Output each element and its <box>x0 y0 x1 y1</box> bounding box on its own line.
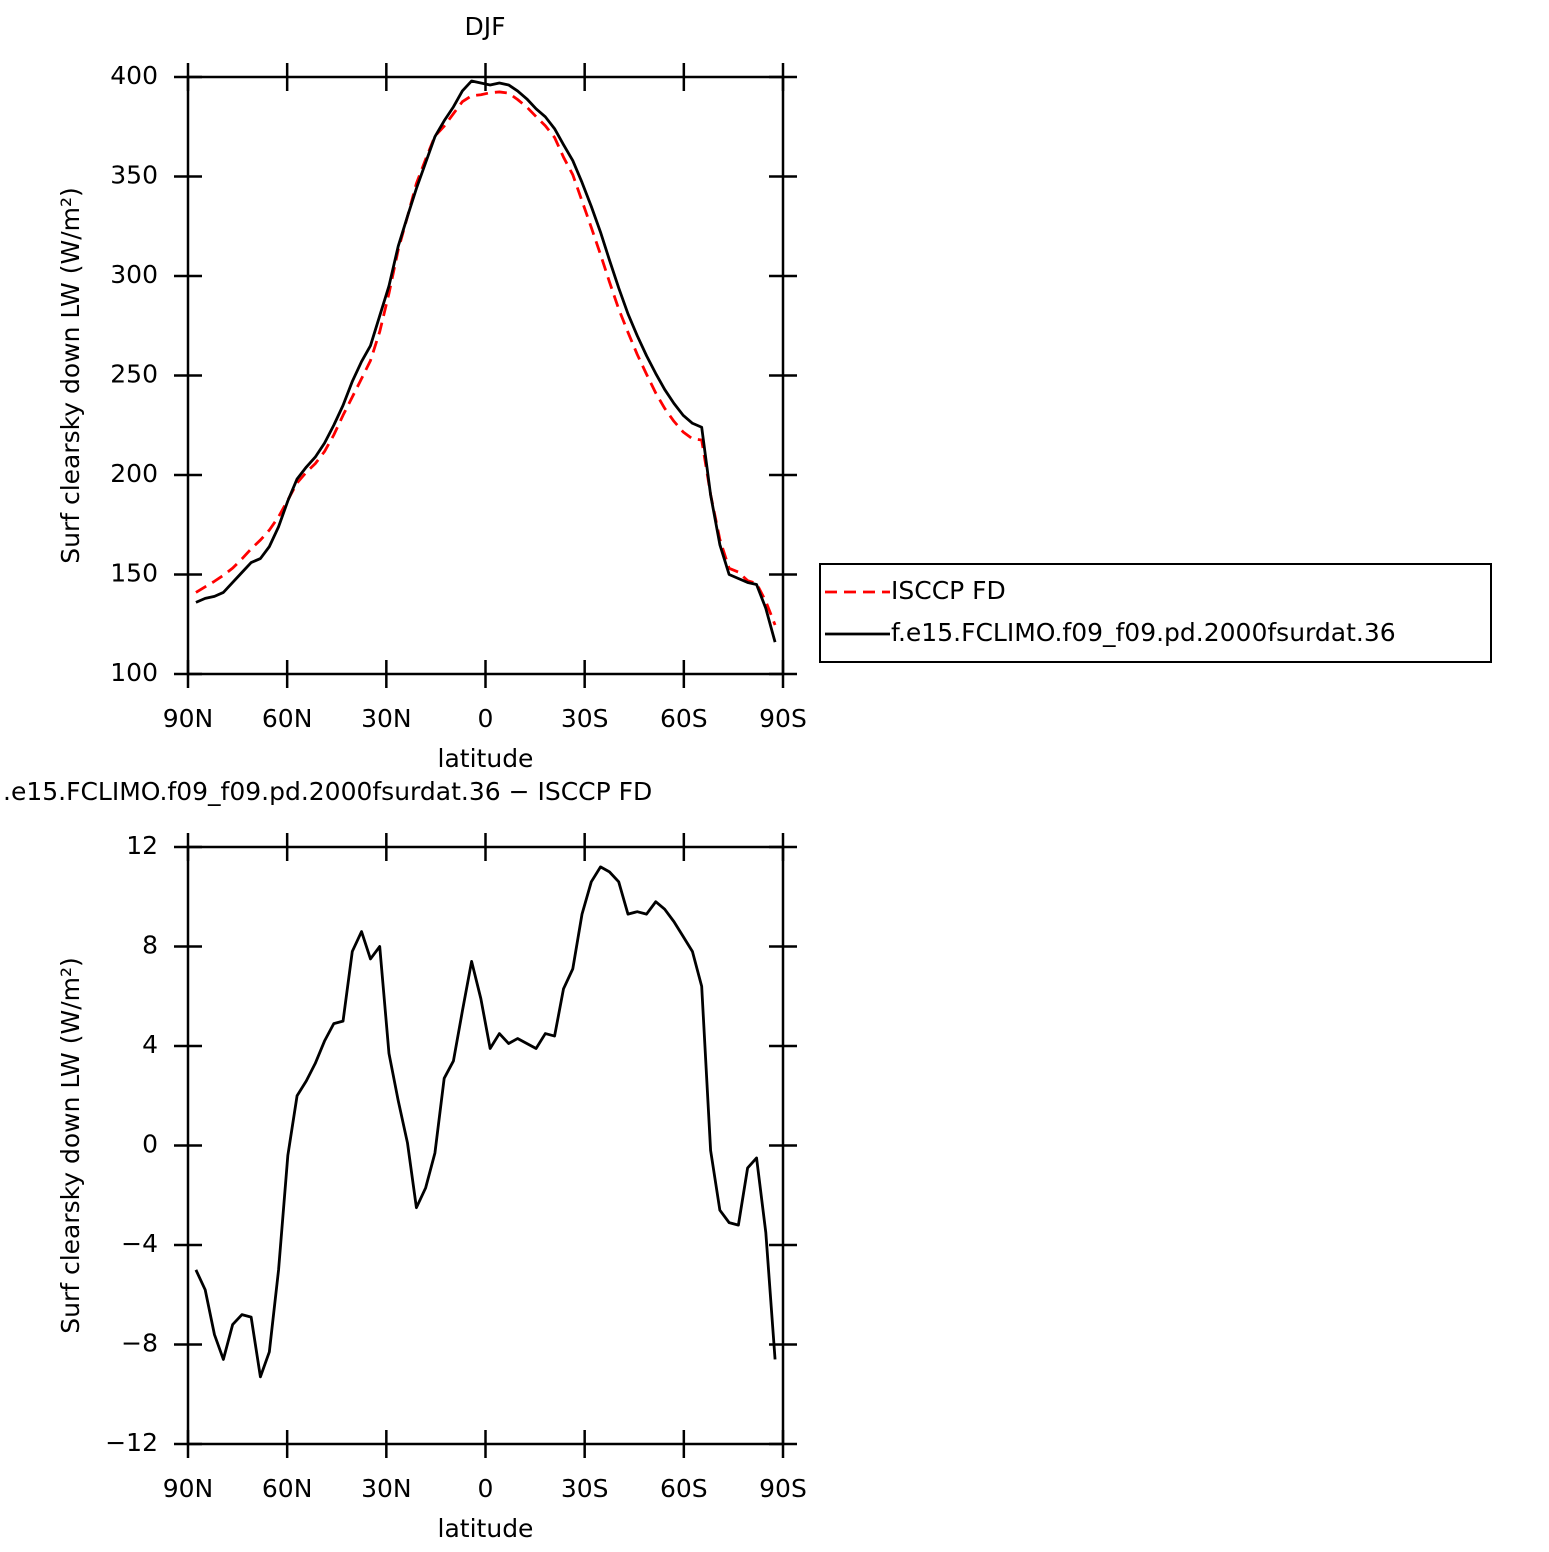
y-tick-label: 0 <box>142 1130 158 1159</box>
chart-title: .e15.FCLIMO.f09_f09.pd.2000fsurdat.36 − … <box>3 777 652 806</box>
y-tick-label: 300 <box>110 260 158 289</box>
y-tick-label: −8 <box>121 1329 158 1358</box>
y-axis-label: Surf clearsky down LW (W/m²) <box>56 957 85 1334</box>
x-axis-label: latitude <box>438 744 534 773</box>
x-axis-label: latitude <box>438 1514 534 1543</box>
data-line <box>195 79 777 643</box>
plot-frame <box>186 75 785 676</box>
y-tick-label: 4 <box>142 1030 158 1059</box>
chart-title: DJF <box>464 12 505 41</box>
y-axis-label: Surf clearsky down LW (W/m²) <box>56 187 85 564</box>
y-tick-label: −12 <box>105 1428 158 1457</box>
legend-label: ISCCP FD <box>891 576 1006 605</box>
x-tick-label: 60N <box>262 1474 313 1503</box>
x-tick-label: 90N <box>163 1474 214 1503</box>
y-tick-label: 150 <box>110 559 158 588</box>
x-tick-label: 30N <box>361 704 412 733</box>
data-line <box>194 865 777 1379</box>
x-tick-label: 90N <box>163 704 214 733</box>
x-tick-label: 30S <box>561 704 609 733</box>
y-tick-label: 250 <box>110 360 158 389</box>
y-tick-label: 400 <box>110 61 158 90</box>
x-tick-label: 60S <box>660 1474 708 1503</box>
x-tick-label: 0 <box>478 1474 494 1503</box>
y-tick-label: 100 <box>110 658 158 687</box>
x-tick-label: 60N <box>262 704 313 733</box>
x-tick-label: 30N <box>361 1474 412 1503</box>
x-tick-label: 0 <box>478 704 494 733</box>
x-tick-label: 90S <box>759 1474 807 1503</box>
data-line <box>195 90 777 626</box>
y-tick-label: 350 <box>110 161 158 190</box>
legend-label: f.e15.FCLIMO.f09_f09.pd.2000fsurdat.36 <box>891 618 1396 647</box>
y-tick-label: 12 <box>126 831 158 860</box>
y-tick-label: 8 <box>142 931 158 960</box>
x-tick-label: 60S <box>660 704 708 733</box>
legend-box <box>819 563 1492 663</box>
plot-frame <box>186 845 785 1446</box>
x-tick-label: 30S <box>561 1474 609 1503</box>
y-tick-label: 200 <box>110 459 158 488</box>
y-tick-label: −4 <box>121 1229 158 1258</box>
x-tick-label: 90S <box>759 704 807 733</box>
